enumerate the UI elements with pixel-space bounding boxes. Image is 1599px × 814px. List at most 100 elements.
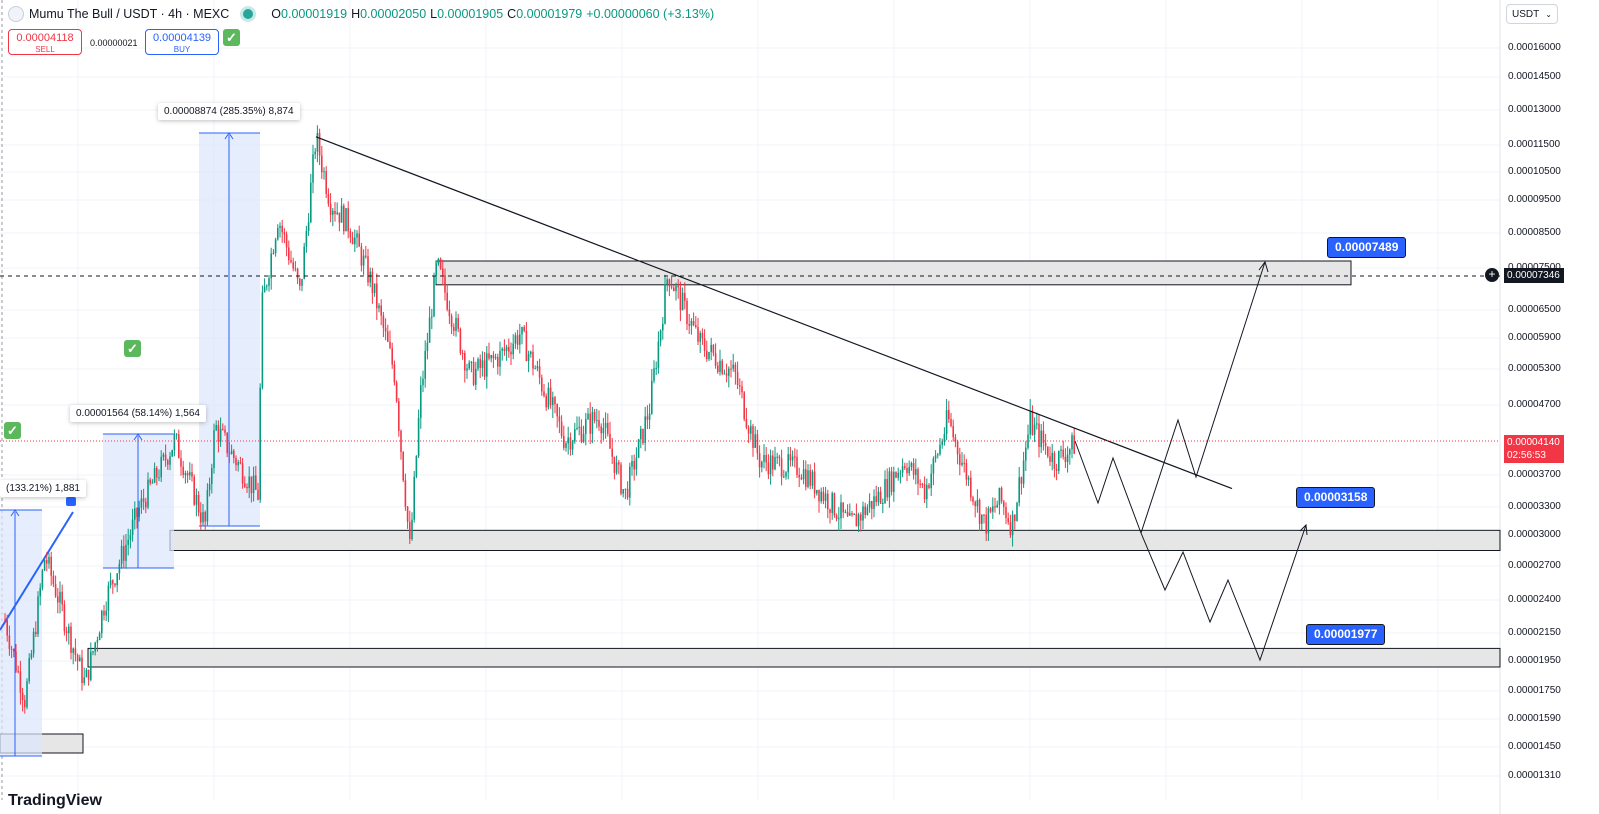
symbol-title[interactable]: Mumu The Bull / USDT · 4h · MEXC: [29, 7, 230, 21]
price-tick-label: 0.00004700: [1508, 399, 1561, 410]
candle-body: [547, 387, 550, 408]
candle-body: [61, 591, 63, 605]
candle-body: [239, 462, 242, 464]
candle-body: [13, 649, 15, 652]
candle-body: [340, 205, 343, 223]
candle-body: [763, 454, 765, 462]
close-label: C: [507, 7, 517, 21]
candle-body: [646, 416, 649, 420]
candle-body: [567, 437, 569, 444]
candle-body: [906, 468, 908, 474]
candle-body: [54, 584, 57, 597]
price-tick-label: 0.00003300: [1508, 501, 1561, 512]
candle-body: [389, 341, 391, 348]
candle-body: [468, 362, 470, 369]
add-alert-icon[interactable]: +: [1485, 268, 1499, 282]
candle-body: [767, 462, 770, 475]
candle-body: [851, 513, 853, 515]
candle-body: [703, 338, 706, 351]
candle-body: [228, 453, 231, 455]
candle-body: [1007, 518, 1009, 523]
crosshair-price-badge: 0.00007346: [1504, 268, 1564, 283]
target-label-lower[interactable]: 0.00001977: [1306, 624, 1386, 645]
candle-body: [719, 360, 721, 373]
candle-body: [494, 357, 497, 359]
candle-body: [659, 330, 662, 342]
candle-body: [285, 234, 288, 248]
candle-body: [886, 478, 888, 498]
candle-body: [360, 246, 363, 266]
candle-body: [222, 428, 224, 430]
candle-body: [211, 467, 213, 484]
candle-body: [602, 427, 605, 434]
candle-body: [378, 305, 380, 309]
measure-label-2: 0.00001564 (58.14%) 1,564: [70, 405, 206, 422]
candle-body: [24, 700, 26, 708]
candle-body: [712, 344, 715, 354]
spread-value: 0.00000021: [90, 38, 138, 48]
candle-body: [732, 364, 734, 369]
low-value: 0.00001905: [437, 7, 504, 21]
candle-body: [417, 417, 420, 456]
candle-body: [756, 434, 759, 454]
candle-body: [435, 263, 437, 276]
candle-body: [189, 472, 191, 476]
currency-select[interactable]: USDT ⌄: [1506, 4, 1558, 24]
candle-body: [783, 476, 785, 478]
candle-body: [521, 327, 523, 335]
sell-price: 0.00004118: [16, 32, 74, 44]
candle-body: [692, 320, 695, 326]
candle-body: [492, 355, 495, 359]
sell-button[interactable]: 0.00004118 SELL: [8, 29, 82, 55]
price-tick-label: 0.00014500: [1508, 71, 1561, 82]
buy-button[interactable]: 0.00004139 BUY: [145, 29, 219, 55]
candle-body: [774, 456, 776, 470]
candle-body: [1031, 410, 1034, 435]
candle-body: [983, 514, 985, 516]
candle-body: [444, 275, 446, 293]
candle-body: [391, 347, 393, 365]
candle-body: [43, 559, 46, 571]
candle-body: [266, 285, 268, 287]
candle-body: [123, 546, 125, 561]
candle-body: [235, 458, 237, 466]
candle-body: [316, 132, 319, 152]
candle-body: [1011, 514, 1014, 536]
candle-body: [1038, 423, 1040, 448]
candle-body: [334, 210, 336, 214]
candle-body: [318, 132, 321, 156]
measure-label-1: (133.21%) 1,881: [0, 480, 86, 497]
candle-body: [136, 508, 138, 517]
target-label-upper[interactable]: 0.00007489: [1327, 237, 1407, 258]
candle-body: [545, 395, 547, 408]
candle-body: [17, 671, 19, 673]
candle-body: [1060, 449, 1062, 451]
candle-body: [549, 387, 552, 406]
candle-body: [765, 454, 767, 463]
candle-body: [772, 455, 774, 470]
candle-body: [970, 477, 972, 498]
candle-body: [992, 506, 994, 512]
candle-body: [853, 513, 855, 515]
candle-body: [109, 580, 112, 586]
target-label-middle[interactable]: 0.00003158: [1296, 487, 1376, 508]
candle-body: [151, 482, 154, 484]
candle-body: [101, 610, 103, 634]
candle-body: [582, 433, 585, 442]
candle-body: [327, 193, 330, 204]
candle-body: [536, 366, 539, 369]
candle-body: [409, 521, 411, 540]
candle-body: [373, 283, 376, 294]
candle-body: [699, 332, 701, 342]
candle-body: [142, 498, 145, 502]
candle-body: [787, 454, 789, 473]
candle-body: [571, 441, 574, 450]
zone-support: [87, 647, 1501, 668]
candle-body: [1020, 477, 1023, 484]
candle-body: [1003, 501, 1005, 508]
candle-body: [937, 454, 939, 456]
candle-body: [116, 573, 118, 586]
candle-body: [1036, 423, 1038, 425]
candle-body: [910, 463, 913, 468]
